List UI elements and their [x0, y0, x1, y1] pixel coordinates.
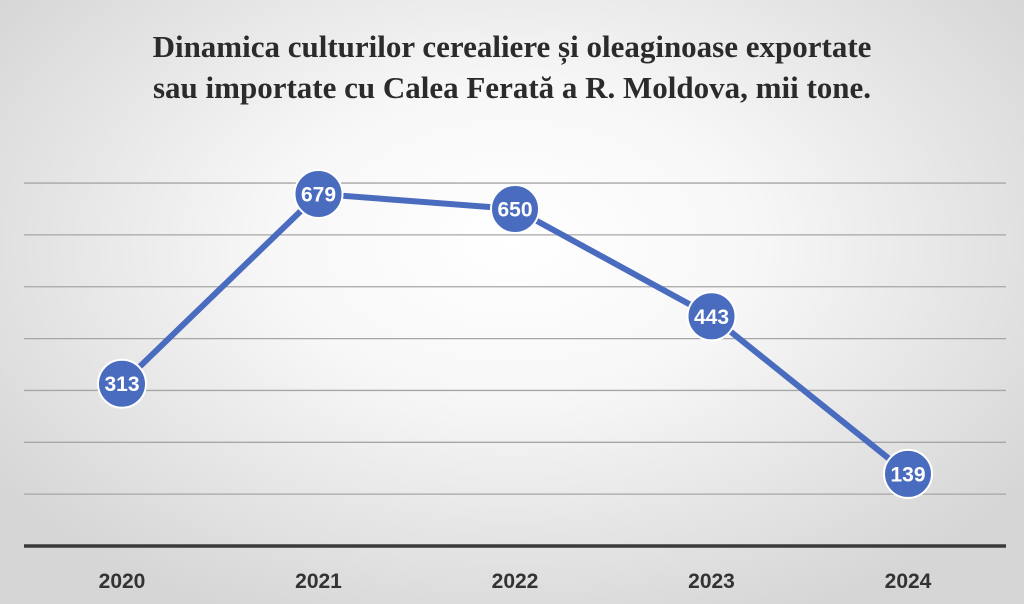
data-point: 443: [686, 291, 737, 342]
x-tick-label: 2021: [295, 570, 342, 593]
series-line: [119, 190, 911, 477]
data-label: 650: [497, 198, 532, 221]
data-marker: [490, 183, 540, 234]
data-label: 139: [890, 463, 925, 486]
data-label: 679: [301, 183, 336, 206]
data-marker: [97, 358, 147, 409]
data-series: [119, 190, 911, 477]
data-marker: [686, 291, 737, 342]
x-tick-label: 2020: [99, 570, 146, 593]
data-point: 679: [293, 168, 344, 219]
x-tick-label: 2023: [688, 570, 735, 593]
x-tick-labels: 2020 2021 2022 2023 2024: [99, 570, 932, 593]
data-markers: 313 679 650 443 139: [97, 168, 933, 499]
chart-title-line-1: Dinamica culturilor cerealiere și oleagi…: [152, 29, 872, 64]
x-tick-label: 2022: [492, 570, 539, 593]
data-point: 313: [97, 358, 147, 409]
chart-title: Dinamica culturilor cerealiere și oleagi…: [0, 26, 1024, 108]
data-label: 443: [694, 306, 729, 329]
data-marker: [293, 168, 344, 219]
data-point: 139: [883, 448, 933, 499]
x-tick-label: 2024: [885, 570, 932, 593]
gridlines: [24, 182, 1006, 495]
data-marker: [883, 448, 933, 499]
chart-title-line-2: sau importate cu Calea Ferată a R. Moldo…: [152, 70, 872, 105]
data-point: 650: [490, 183, 540, 234]
data-label: 313: [104, 373, 139, 396]
